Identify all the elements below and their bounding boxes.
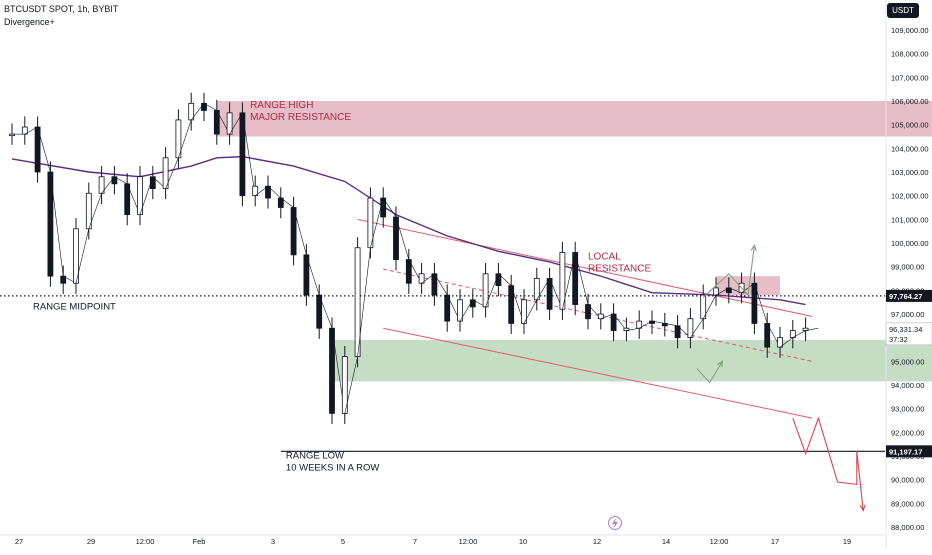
level-price-label: 91,197.17 [889, 447, 922, 456]
y-tick-label: 94,000.00 [891, 381, 924, 390]
price-path [805, 327, 819, 331]
price-path [344, 356, 358, 414]
price-path [382, 197, 397, 218]
x-tick-label: 27 [15, 537, 23, 546]
level-price-label: 97,764.27 [889, 292, 922, 301]
green-projection-path [702, 245, 755, 298]
y-tick-label: 109,000.00 [891, 26, 929, 35]
support-zone [332, 340, 932, 382]
y-tick-label: 105,000.00 [891, 121, 929, 130]
price-path [293, 207, 307, 255]
price-path [523, 299, 538, 324]
x-tick-label: 12:00 [136, 537, 155, 546]
price-path [267, 185, 282, 199]
channel-top-line [357, 218, 813, 317]
resistance-zone [216, 101, 932, 137]
price-path [88, 193, 102, 229]
y-tick-label: 88,000.00 [891, 523, 924, 532]
green-arrowhead [750, 244, 757, 252]
price-path [114, 176, 128, 185]
price-path [280, 197, 294, 208]
candle-body [789, 330, 796, 339]
price-path [395, 216, 410, 260]
x-tick-label: 12 [593, 537, 601, 546]
price-path [779, 337, 793, 348]
price-path [242, 112, 256, 196]
lightning-bolt-icon[interactable] [608, 516, 622, 530]
y-tick-label: 95,000.00 [891, 357, 924, 366]
x-tick-label: 17 [771, 537, 779, 546]
y-tick-label: 108,000.00 [891, 50, 929, 59]
red-projection-path [792, 416, 864, 511]
current-price-tag [885, 322, 932, 346]
x-tick-label: 12:00 [459, 537, 478, 546]
price-path [165, 157, 179, 189]
y-tick-label: 102,000.00 [891, 192, 929, 201]
y-tick-label: 104,000.00 [891, 144, 929, 153]
x-tick-label: 3 [271, 537, 275, 546]
price-path [178, 119, 192, 158]
y-tick-label: 93,000.00 [891, 405, 924, 414]
x-tick-label: 10 [519, 537, 527, 546]
level-price-tag [886, 445, 932, 458]
y-tick-label: 101,000.00 [891, 215, 929, 224]
annotation-label: RANGE HIGH [250, 100, 313, 111]
x-tick-label: 19 [843, 537, 851, 546]
annotation-label: RESISTANCE [588, 264, 651, 275]
symbol-title: BTCUSDT SPOT, 1h, BYBIT [4, 4, 119, 14]
green-projection-path [696, 361, 723, 384]
y-tick-label: 106,000.00 [891, 97, 929, 106]
x-tick-label: 7 [413, 537, 417, 546]
price-path [306, 254, 320, 296]
level-price-tag [886, 289, 932, 302]
bar-countdown-label: 37:32 [889, 335, 908, 344]
red-arrowhead [859, 504, 866, 512]
price-path [690, 318, 704, 338]
annotation-label: RANGE MIDPOINT [33, 301, 116, 312]
price-path [75, 228, 90, 284]
indicator-label[interactable]: Divergence+ [4, 17, 55, 27]
y-tick-label: 103,000.00 [891, 168, 929, 177]
green-arrowhead [717, 360, 724, 368]
price-path [203, 103, 217, 111]
price-path [792, 330, 806, 338]
price-path [357, 247, 371, 357]
price-path [37, 126, 51, 173]
x-tick-label: Feb [193, 537, 206, 546]
y-tick-label: 100,000.00 [891, 239, 929, 248]
x-tick-label: 14 [662, 537, 670, 546]
annotation-label: 10 WEEKS IN A ROW [286, 462, 379, 473]
annotation-label: MAJOR RESISTANCE [250, 112, 351, 123]
x-tick-label: 12:00 [710, 537, 729, 546]
y-tick-label: 99,000.00 [891, 263, 924, 272]
price-path [50, 171, 64, 277]
y-tick-label: 97,000.00 [891, 310, 924, 319]
price-path [754, 283, 768, 324]
price-path [434, 273, 448, 296]
local-resistance-zone [716, 276, 780, 296]
currency-button[interactable]: USDT [887, 3, 919, 18]
price-path [574, 252, 589, 305]
price-path [318, 294, 333, 329]
y-tick-label: 89,000.00 [891, 499, 924, 508]
current-price-label: 96,331.34 [889, 325, 922, 334]
x-tick-label: 29 [87, 537, 95, 546]
y-tick-label: 90,000.00 [891, 476, 924, 485]
y-tick-label: 92,000.00 [891, 428, 924, 437]
channel-bottom-line [383, 327, 813, 419]
annotation-label: RANGE LOW [286, 450, 344, 461]
price-path [498, 273, 512, 286]
annotation-label: LOCAL [588, 252, 621, 263]
icon-bolt [612, 518, 618, 528]
y-tick-label: 107,000.00 [891, 73, 929, 82]
x-tick-label: 5 [341, 537, 345, 546]
price-path [702, 294, 717, 319]
price-axis: 88,000.0089,000.0090,000.0091,000.0092,0… [885, 0, 932, 550]
